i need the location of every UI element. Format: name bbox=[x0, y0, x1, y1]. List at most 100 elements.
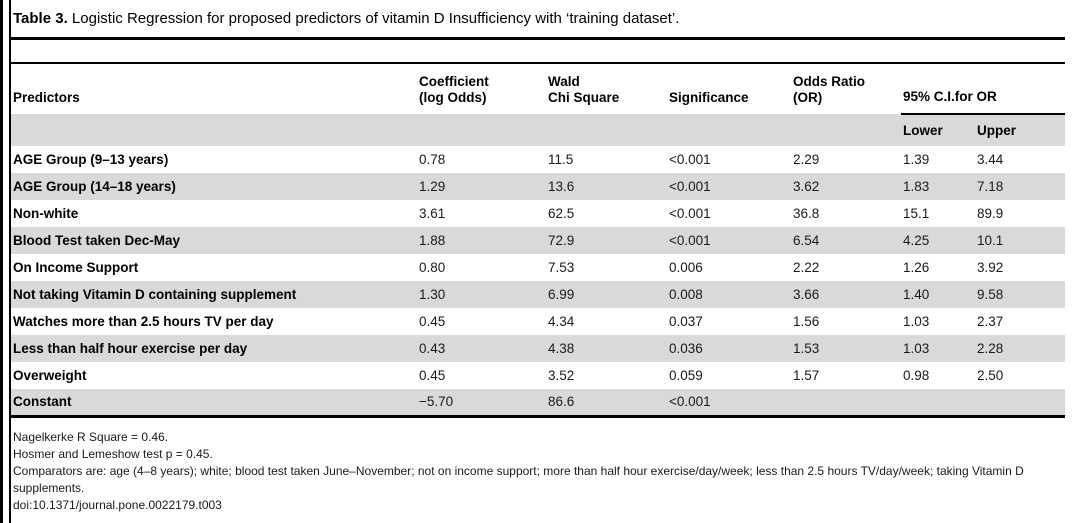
caption-rule bbox=[11, 37, 1065, 40]
wald-cell: 4.38 bbox=[546, 335, 667, 362]
table-row-overweight: Overweight 0.45 3.52 0.059 1.57 0.98 2.5… bbox=[11, 362, 1065, 389]
wald-cell: 4.34 bbox=[548, 314, 575, 329]
wald-cell: 3.52 bbox=[548, 368, 575, 383]
ci-upper-cell bbox=[975, 389, 1065, 418]
coefficient-cell: 0.45 bbox=[419, 314, 446, 329]
left-edge-bar bbox=[0, 0, 3, 523]
table-row-constant: Constant −5.70 86.6 <0.001 bbox=[11, 389, 1065, 418]
ci-lower-cell: 1.26 bbox=[903, 260, 930, 275]
ci-upper-cell: 2.28 bbox=[975, 335, 1065, 362]
coefficient-cell: 0.45 bbox=[419, 368, 446, 383]
footnote-comparators: Comparators are: age (4–8 years); white;… bbox=[13, 463, 1024, 495]
predictor-cell: On Income Support bbox=[13, 260, 139, 275]
predictor-cell: Overweight bbox=[13, 368, 87, 383]
header-wald-line2: Chi Square bbox=[548, 90, 620, 105]
wald-cell: 72.9 bbox=[546, 227, 667, 254]
predictor-cell: Less than half hour exercise per day bbox=[11, 335, 417, 362]
ci-lower-cell: 1.03 bbox=[901, 335, 975, 362]
predictor-cell: Non-white bbox=[13, 206, 79, 221]
table-row-exercise: Less than half hour exercise per day 0.4… bbox=[11, 335, 1065, 362]
coefficient-cell: 0.78 bbox=[419, 152, 446, 167]
ci-upper-cell: 9.58 bbox=[975, 281, 1065, 308]
predictor-cell: AGE Group (14–18 years) bbox=[11, 173, 417, 200]
header-odds-ratio: Odds Ratio (OR) bbox=[791, 63, 901, 114]
subheader-spacer-cell bbox=[546, 114, 667, 146]
table-footnotes: Nagelkerke R Square = 0.46. Hosmer and L… bbox=[11, 429, 1065, 514]
footnote-hosmer-lemeshow: Hosmer and Lemeshow test p = 0.45. bbox=[13, 446, 213, 461]
wald-cell: 13.6 bbox=[546, 173, 667, 200]
significance-cell: <0.001 bbox=[667, 173, 791, 200]
ci-lower-cell bbox=[901, 389, 975, 418]
table-row-income-support: On Income Support 0.80 7.53 0.006 2.22 1… bbox=[11, 254, 1065, 281]
header-row: Predictors Coefficient (log Odds) Wald C… bbox=[11, 63, 1065, 115]
ci-lower-cell: 1.40 bbox=[901, 281, 975, 308]
header-coefficient: Coefficient (log Odds) bbox=[417, 63, 546, 114]
ci-lower-cell: 4.25 bbox=[901, 227, 975, 254]
coefficient-cell: 3.61 bbox=[419, 206, 446, 221]
wald-cell: 6.99 bbox=[546, 281, 667, 308]
odds-ratio-cell: 2.22 bbox=[793, 260, 820, 275]
coefficient-cell: 0.43 bbox=[417, 335, 546, 362]
table-row-age-14-18: AGE Group (14–18 years) 1.29 13.6 <0.001… bbox=[11, 173, 1065, 200]
significance-cell: 0.008 bbox=[667, 281, 791, 308]
coefficient-cell: 1.30 bbox=[417, 281, 546, 308]
odds-ratio-cell: 3.66 bbox=[791, 281, 901, 308]
subheader-row: Lower Upper bbox=[11, 114, 1065, 146]
odds-ratio-cell bbox=[791, 389, 901, 418]
header-ci-upper: Upper bbox=[975, 114, 1065, 146]
predictor-cell: Blood Test taken Dec-May bbox=[11, 227, 417, 254]
significance-cell: <0.001 bbox=[667, 227, 791, 254]
header-ci-lower: Lower bbox=[901, 114, 975, 146]
ci-upper-cell: 2.37 bbox=[977, 314, 1004, 329]
table-row-blood-test: Blood Test taken Dec-May 1.88 72.9 <0.00… bbox=[11, 227, 1065, 254]
ci-upper-cell: 7.18 bbox=[975, 173, 1065, 200]
odds-ratio-cell: 36.8 bbox=[793, 206, 820, 221]
table-content: Table 3. Logistic Regression for propose… bbox=[11, 0, 1065, 514]
footnote-nagelkerke: Nagelkerke R Square = 0.46. bbox=[13, 429, 169, 444]
table-left-rule bbox=[9, 0, 11, 523]
coefficient-cell: 1.88 bbox=[417, 227, 546, 254]
header-coefficient-line1: Coefficient bbox=[419, 74, 489, 89]
table-row-no-supplement: Not taking Vitamin D containing suppleme… bbox=[11, 281, 1065, 308]
ci-lower-cell: 15.1 bbox=[903, 206, 930, 221]
odds-ratio-cell: 6.54 bbox=[791, 227, 901, 254]
table-number: Table 3. bbox=[13, 10, 68, 27]
ci-upper-cell: 89.9 bbox=[977, 206, 1004, 221]
header-wald-chi-square: Wald Chi Square bbox=[546, 63, 667, 114]
header-coefficient-line2: (log Odds) bbox=[419, 90, 487, 105]
ci-upper-cell: 3.92 bbox=[977, 260, 1004, 275]
header-wald-line1: Wald bbox=[548, 74, 580, 89]
header-odds-line2: (OR) bbox=[793, 90, 823, 105]
significance-cell: 0.059 bbox=[669, 368, 703, 383]
subheader-spacer-cell bbox=[417, 114, 546, 146]
table-caption-text: Logistic Regression for proposed predict… bbox=[71, 10, 680, 27]
predictor-cell: Not taking Vitamin D containing suppleme… bbox=[11, 281, 417, 308]
ci-upper-cell: 10.1 bbox=[975, 227, 1065, 254]
table-row-age-9-13: AGE Group (9–13 years) 0.78 11.5 <0.001 … bbox=[11, 146, 1065, 173]
ci-upper-cell: 2.50 bbox=[977, 368, 1004, 383]
coefficient-cell: 0.80 bbox=[419, 260, 446, 275]
header-odds-line1: Odds Ratio bbox=[793, 74, 866, 89]
ci-upper-cell: 3.44 bbox=[977, 152, 1004, 167]
significance-cell: 0.006 bbox=[669, 260, 703, 275]
footnote-doi: doi:10.1371/journal.pone.0022179.t003 bbox=[13, 497, 222, 512]
significance-cell: <0.001 bbox=[669, 152, 711, 167]
logistic-regression-table: Predictors Coefficient (log Odds) Wald C… bbox=[11, 62, 1065, 418]
ci-lower-cell: 1.39 bbox=[903, 152, 930, 167]
subheader-spacer-cell bbox=[11, 114, 417, 146]
predictor-cell: Constant bbox=[11, 389, 417, 418]
wald-cell: 62.5 bbox=[548, 206, 575, 221]
coefficient-cell: −5.70 bbox=[417, 389, 546, 418]
odds-ratio-cell: 1.53 bbox=[791, 335, 901, 362]
significance-cell: <0.001 bbox=[669, 206, 711, 221]
table-caption: Table 3. Logistic Regression for propose… bbox=[11, 0, 1065, 29]
predictor-cell: AGE Group (9–13 years) bbox=[13, 152, 169, 167]
ci-lower-cell: 0.98 bbox=[903, 368, 930, 383]
header-predictors: Predictors bbox=[13, 90, 80, 105]
header-95-ci: 95% C.I.for OR bbox=[901, 63, 1065, 115]
significance-cell: <0.001 bbox=[667, 389, 791, 418]
subheader-spacer-cell bbox=[791, 114, 901, 146]
header-significance: Significance bbox=[669, 90, 749, 105]
odds-ratio-cell: 1.56 bbox=[793, 314, 820, 329]
